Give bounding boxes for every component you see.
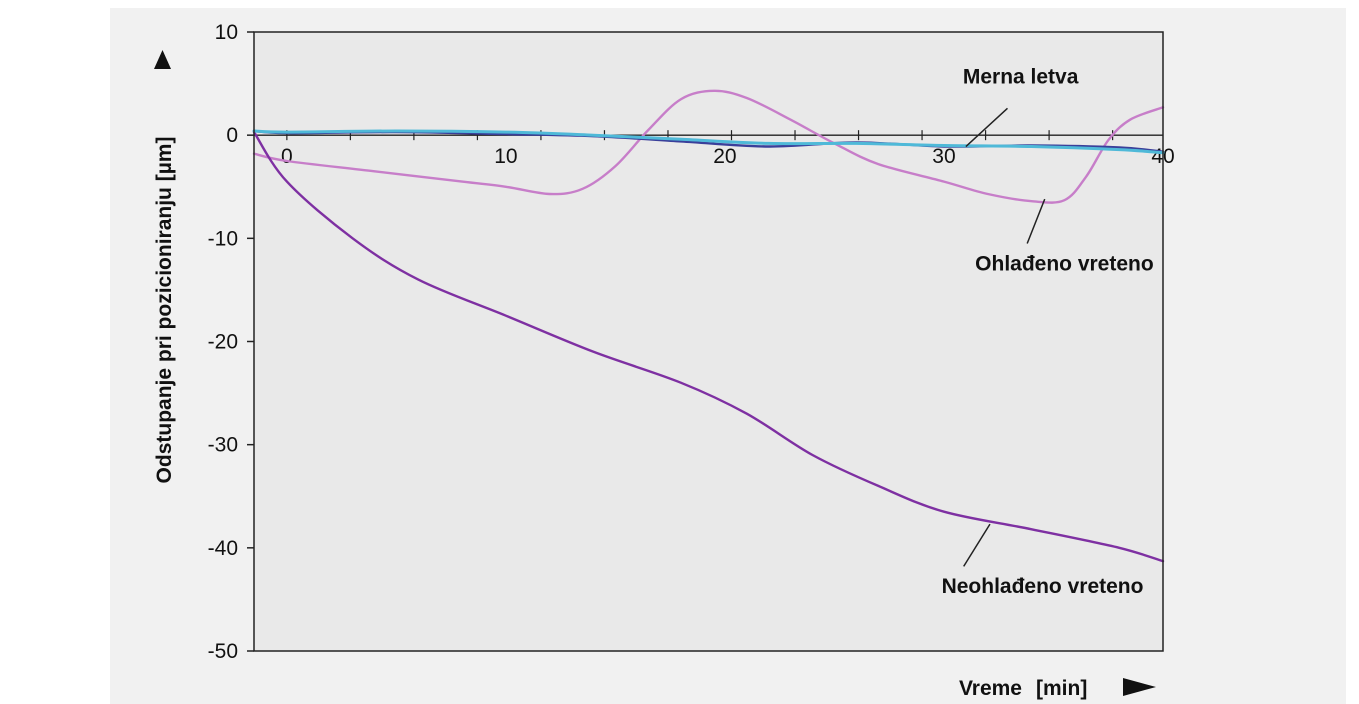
x-tick-label: 10 (494, 145, 517, 168)
y-tick-label: 10 (215, 21, 238, 44)
y-tick-label: -20 (208, 331, 238, 354)
series-line-ohla-eno-vreteno (252, 89, 1165, 204)
y-axis-ticks: 10 0 -10 -20 -30 -40 -50 (208, 21, 254, 663)
x-tick-label: 0 (281, 145, 293, 168)
x-axis-arrow-icon (1123, 678, 1156, 696)
annotation-leader (965, 107, 1008, 148)
annotations: Merna letva Ohlađeno vreteno Neohlađeno vr… (942, 66, 1154, 599)
x-axis-unit: [min] (1036, 677, 1087, 700)
annotation-label: Merna letva (963, 66, 1079, 89)
series-line-merna-letva (252, 129, 1165, 155)
x-axis-title: Vreme (959, 677, 1022, 700)
series-group (252, 89, 1165, 563)
plot-border (253, 31, 1164, 652)
y-axis-title: Odstupanje pri pozicioniranju [µm] (153, 137, 176, 484)
plot-area (254, 32, 1163, 651)
y-tick-label: -50 (208, 640, 238, 663)
series-line-neohla-eno-vreteno (252, 130, 1165, 563)
y-tick-label: -10 (208, 227, 238, 250)
annotation-leader (963, 523, 991, 567)
y-tick-label: -40 (208, 537, 238, 560)
y-axis-arrow-icon (154, 50, 171, 69)
y-tick-label: 0 (226, 124, 238, 147)
x-tick-label: 20 (713, 145, 736, 168)
x-tick-label: 30 (932, 145, 955, 168)
annotation-label: Ohlađeno vreteno (975, 252, 1154, 275)
annotation-leader (1026, 198, 1046, 244)
annotation-label: Neohlađeno vreteno (942, 575, 1144, 598)
y-tick-label: -30 (208, 434, 238, 457)
